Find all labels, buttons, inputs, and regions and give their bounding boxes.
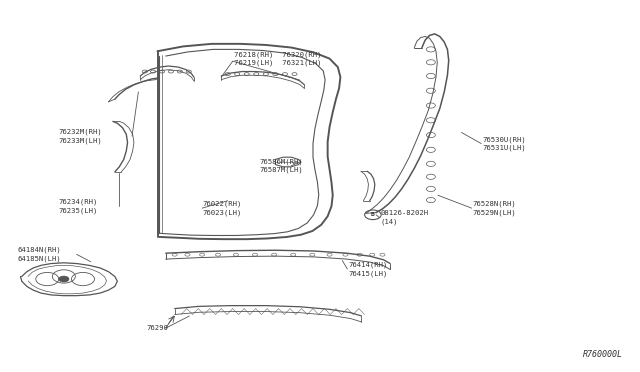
Text: 76234(RH)
76235(LH): 76234(RH) 76235(LH) [59, 199, 98, 214]
Text: B: B [371, 212, 375, 217]
Circle shape [59, 276, 69, 282]
Text: 08126-8202H
(14): 08126-8202H (14) [381, 210, 429, 225]
Text: R760000L: R760000L [582, 350, 623, 359]
Text: 76414(RH)
76415(LH): 76414(RH) 76415(LH) [349, 262, 388, 276]
Text: 76232M(RH)
76233M(LH): 76232M(RH) 76233M(LH) [59, 129, 102, 144]
Text: 76218(RH)  76320(RH)
76219(LH)  76321(LH): 76218(RH) 76320(RH) 76219(LH) 76321(LH) [234, 51, 321, 66]
Text: 76530U(RH)
76531U(LH): 76530U(RH) 76531U(LH) [483, 136, 526, 151]
Text: 76290: 76290 [147, 325, 168, 331]
Text: 64184N(RH)
64185N(LH): 64184N(RH) 64185N(LH) [17, 247, 61, 262]
Text: 76022(RH)
76023(LH): 76022(RH) 76023(LH) [202, 201, 241, 216]
Text: 76528N(RH)
76529N(LH): 76528N(RH) 76529N(LH) [473, 201, 516, 216]
Text: 76586M(RH)
76587M(LH): 76586M(RH) 76587M(LH) [259, 158, 303, 173]
